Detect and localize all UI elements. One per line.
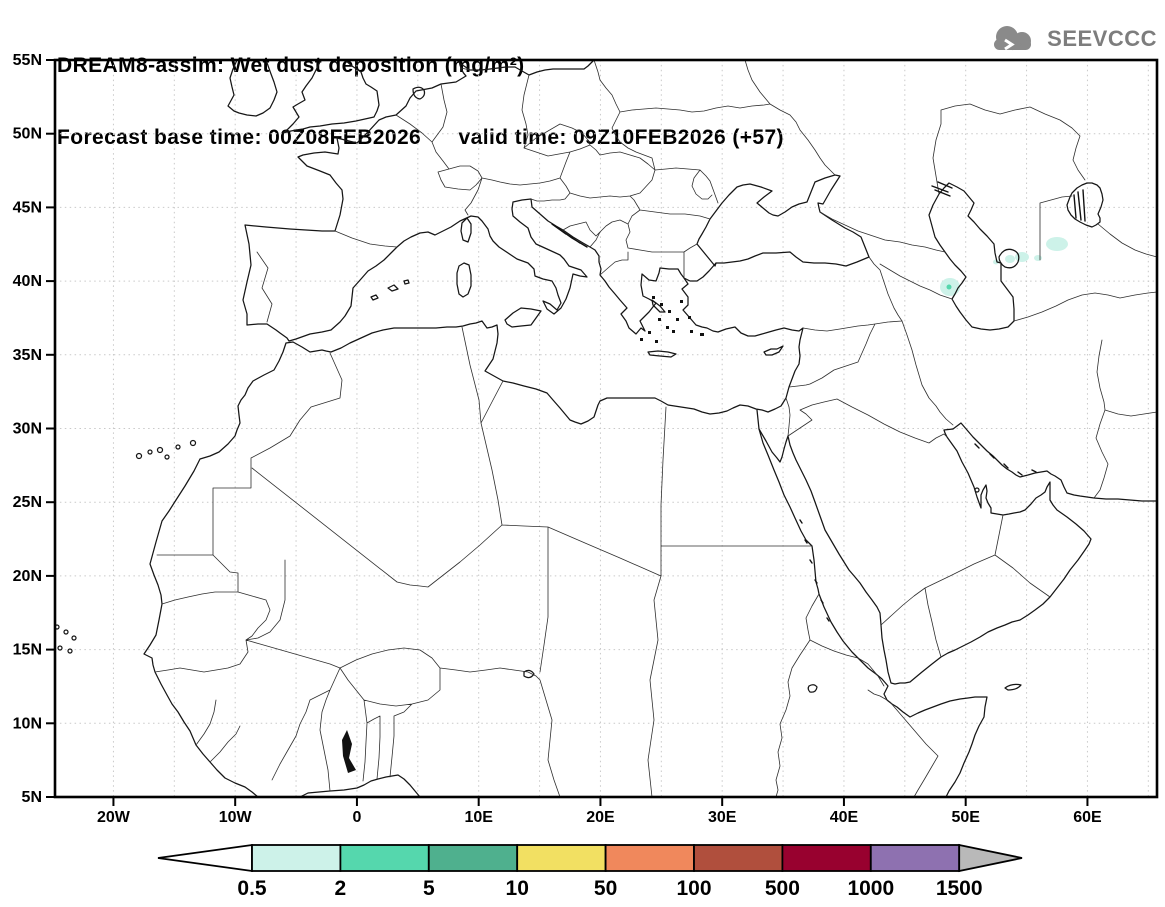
grid-layer	[55, 60, 1157, 797]
lake-volta	[342, 730, 356, 773]
wet-deposition-patch	[993, 259, 999, 265]
hatch-dalmatia	[551, 223, 588, 248]
island-corsica	[460, 217, 472, 243]
y-axis-label: 10N	[13, 715, 42, 732]
borders-north-africa	[156, 326, 813, 673]
coastline-ireland	[227, 59, 278, 117]
coastline-redsea-africa	[756, 409, 988, 798]
colorbar-tick-label: 50	[594, 877, 617, 900]
x-axis-label: 60E	[1073, 809, 1102, 826]
wet-deposition-patch	[1034, 255, 1042, 261]
colorbar: 0.5 2 5 10 50 100 500 1000 1500	[157, 843, 1023, 900]
y-axis-label: 40N	[13, 273, 42, 290]
hatch-aral-west	[1073, 189, 1086, 222]
colorbar-tick-label: 0.5	[237, 877, 267, 900]
hatch-persian-gulf	[974, 443, 1037, 476]
coastline-gulf-of-guinea	[299, 774, 421, 798]
colorbar-tick-label: 10	[506, 877, 529, 900]
colorbar-segment	[516, 844, 607, 872]
x-axis-label: 0	[352, 809, 361, 826]
island-bahrain	[974, 487, 980, 493]
y-axis-label: 50N	[13, 126, 42, 143]
islands-cape-verde	[54, 624, 77, 654]
lake-tana	[807, 684, 818, 693]
coastline-aral	[1066, 182, 1104, 228]
colorbar-tick-label: 500	[765, 877, 800, 900]
wet-deposition-patch	[1046, 237, 1068, 251]
borders-middle-east	[785, 291, 1158, 658]
borders-caucasus	[819, 211, 953, 322]
colorbar-segment	[251, 844, 342, 872]
colorbar-segment	[869, 844, 961, 872]
y-axis-label: 55N	[13, 52, 42, 69]
y-axis-label: 30N	[13, 421, 42, 438]
coastline-europe-africa	[143, 59, 804, 798]
logo-text: SEEVCCC	[1047, 26, 1157, 51]
island-sardinia	[456, 262, 472, 298]
borders-europe	[256, 59, 836, 323]
colorbar-segment	[604, 844, 695, 872]
colorbar-tick-label: 1000	[847, 877, 894, 900]
x-axis-label: 40E	[830, 809, 859, 826]
borders-central-asia	[932, 103, 1158, 261]
colorbar-segment	[339, 844, 430, 872]
lake-ijsselmeer	[412, 86, 426, 100]
colorbar-segment	[781, 844, 872, 872]
borders-east-africa	[647, 575, 939, 798]
island-cyprus	[763, 345, 784, 356]
wet-deposition-patch	[946, 284, 952, 290]
coastline-marmara	[683, 262, 717, 282]
y-axis-label: 25N	[13, 494, 42, 511]
colorbar-right-arrow	[958, 843, 1023, 873]
aegean-island-dots	[640, 296, 704, 343]
coastline-black-sea	[696, 174, 870, 267]
borders-west-africa	[154, 554, 561, 798]
colorbar-tick-label: 2	[335, 877, 347, 900]
island-balearics	[370, 279, 410, 301]
axis-layer: 20W 10W 0 10E 20E 30E 40E 50E 60E 55N 50N 45N 40N 35N…	[13, 52, 1102, 826]
x-axis-label: 10W	[219, 809, 253, 826]
coastline-arabia	[758, 428, 1092, 685]
islands-canary	[135, 439, 197, 460]
coastline-caspian	[928, 182, 1015, 331]
colorbar-segment	[427, 844, 519, 872]
x-axis-label: 20W	[97, 809, 131, 826]
title-line2: Forecast base time: 00Z08FEB2026 valid t…	[57, 126, 784, 149]
colorbar-left-arrow	[157, 843, 253, 873]
x-axis-label: 10E	[464, 809, 493, 826]
island-crete	[647, 350, 677, 358]
border-layer	[154, 59, 1158, 798]
island-euboea	[651, 299, 666, 313]
deposition-layer	[940, 237, 1068, 296]
x-axis-label: 50E	[951, 809, 980, 826]
colorbar-tick-label: 100	[676, 877, 711, 900]
coastline-baltic	[460, 59, 595, 76]
colorbar-tick-label: 1500	[936, 877, 983, 900]
y-axis-label: 20N	[13, 568, 42, 585]
coastline-layer	[54, 59, 1158, 798]
seevccc-logo: SEEVCCC	[985, 20, 1157, 58]
island-sicily	[504, 307, 542, 328]
y-axis-label: 45N	[13, 199, 42, 216]
x-axis-label: 20E	[586, 809, 615, 826]
lake-chad	[523, 669, 535, 679]
island-socotra	[1004, 683, 1022, 691]
coastline-great-britain	[282, 59, 380, 134]
x-axis-label: 30E	[708, 809, 737, 826]
cloud-logo-icon	[985, 20, 1043, 58]
hatch-red-sea-coast	[799, 519, 830, 622]
y-axis-label: 5N	[22, 789, 42, 806]
wet-deposition-patch	[1005, 255, 1015, 263]
hatch-volga-delta	[931, 181, 953, 197]
y-axis-label: 15N	[13, 642, 42, 659]
colorbar-tick-label: 5	[423, 877, 435, 900]
hatch-layer	[342, 181, 1086, 773]
coastline-kara-bogaz	[998, 248, 1020, 269]
colorbar-segment	[693, 844, 784, 872]
coastline-iran-gulf	[952, 422, 1158, 502]
y-axis-label: 35N	[13, 347, 42, 364]
